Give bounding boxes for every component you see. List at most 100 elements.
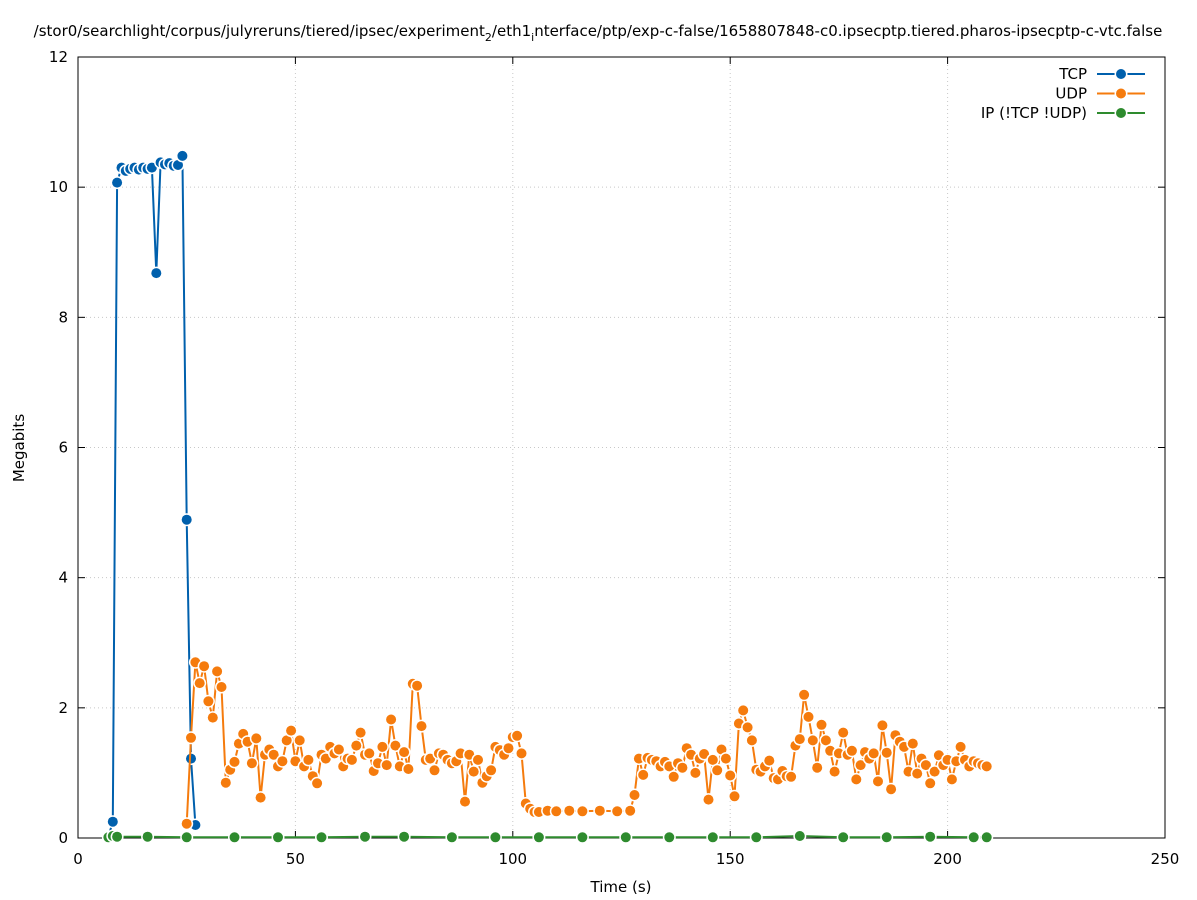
data-point bbox=[316, 832, 327, 843]
data-point bbox=[564, 805, 575, 816]
data-point bbox=[294, 735, 305, 746]
series-line-1 bbox=[185, 662, 987, 824]
data-point bbox=[151, 268, 162, 279]
data-point bbox=[612, 806, 623, 817]
data-point bbox=[929, 766, 940, 777]
data-point bbox=[851, 774, 862, 785]
data-point bbox=[816, 719, 827, 730]
legend-marker-1 bbox=[1116, 88, 1126, 99]
chart-title: /stor0/searchlight/corpus/julyreruns/tie… bbox=[34, 22, 1163, 44]
data-point bbox=[246, 758, 257, 769]
data-point bbox=[855, 760, 866, 771]
data-point bbox=[181, 514, 192, 525]
data-point bbox=[177, 150, 188, 161]
legend-label-0: TCP bbox=[1058, 65, 1087, 83]
data-point bbox=[268, 749, 279, 760]
data-point bbox=[286, 725, 297, 736]
x-tick-label: 50 bbox=[286, 850, 305, 868]
data-point bbox=[677, 762, 688, 773]
data-point bbox=[229, 756, 240, 767]
data-point bbox=[820, 735, 831, 746]
data-point bbox=[981, 832, 992, 843]
data-point bbox=[146, 162, 157, 173]
data-point bbox=[981, 761, 992, 772]
data-point bbox=[620, 832, 631, 843]
data-point bbox=[512, 730, 523, 741]
data-point bbox=[486, 765, 497, 776]
data-point bbox=[764, 755, 775, 766]
chart-title-part3: nterface/ptp/exp-c-false/1658807848-c0.i… bbox=[534, 22, 1162, 40]
data-point bbox=[412, 680, 423, 691]
y-tick-label: 10 bbox=[49, 178, 68, 196]
data-point bbox=[873, 776, 883, 787]
data-point bbox=[712, 765, 723, 776]
chart-title-part2: /eth1 bbox=[492, 22, 531, 40]
data-point bbox=[425, 753, 436, 764]
data-point bbox=[290, 756, 301, 767]
data-point bbox=[838, 727, 849, 738]
data-point bbox=[320, 753, 331, 764]
y-axis-title: Megabits bbox=[10, 414, 28, 482]
data-point bbox=[186, 732, 196, 743]
data-point bbox=[112, 177, 123, 188]
data-point bbox=[664, 832, 675, 843]
data-point bbox=[799, 689, 810, 700]
y-tick-label: 12 bbox=[49, 48, 68, 66]
data-point bbox=[968, 832, 979, 843]
data-point bbox=[490, 832, 501, 843]
x-tick-label: 250 bbox=[1151, 850, 1180, 868]
data-point bbox=[220, 777, 231, 788]
data-point bbox=[446, 832, 457, 843]
data-point bbox=[877, 720, 888, 731]
data-point bbox=[738, 705, 749, 716]
data-point bbox=[207, 712, 218, 723]
chart-title-subscript-1: 2 bbox=[485, 31, 492, 44]
data-point bbox=[533, 832, 544, 843]
y-tick-label: 6 bbox=[58, 439, 68, 457]
data-point bbox=[351, 740, 362, 751]
legend-marker-0 bbox=[1116, 69, 1126, 79]
data-point bbox=[946, 774, 957, 785]
data-point bbox=[933, 750, 944, 761]
x-tick-label: 100 bbox=[498, 850, 527, 868]
data-point bbox=[577, 806, 588, 817]
series-layer bbox=[101, 149, 994, 844]
y-tick-label: 4 bbox=[58, 569, 68, 587]
data-point bbox=[212, 666, 223, 677]
data-point bbox=[577, 832, 588, 843]
series-0 bbox=[101, 149, 202, 844]
y-tick-label: 0 bbox=[58, 829, 68, 847]
data-point bbox=[807, 735, 818, 746]
data-point bbox=[751, 832, 762, 843]
data-point bbox=[416, 721, 427, 732]
data-point bbox=[707, 832, 718, 843]
data-point bbox=[794, 831, 805, 841]
data-point bbox=[399, 831, 410, 842]
chart-title-subscript-2: i bbox=[531, 31, 534, 44]
data-point bbox=[925, 778, 936, 789]
data-point bbox=[142, 831, 153, 842]
data-point bbox=[699, 749, 710, 759]
data-point bbox=[742, 722, 753, 733]
data-point bbox=[173, 160, 183, 170]
data-point bbox=[468, 766, 479, 777]
legend-label-1: UDP bbox=[1055, 85, 1087, 103]
data-point bbox=[868, 748, 879, 759]
y-tick-label: 8 bbox=[58, 308, 68, 326]
data-point bbox=[503, 743, 514, 754]
data-point bbox=[273, 832, 283, 843]
data-point bbox=[403, 764, 414, 774]
data-point bbox=[390, 740, 401, 751]
x-tick-label: 150 bbox=[716, 850, 745, 868]
data-point bbox=[199, 661, 210, 672]
data-point bbox=[668, 771, 679, 782]
data-point bbox=[955, 741, 966, 752]
chart-title-part1: /stor0/searchlight/corpus/julyreruns/tie… bbox=[34, 22, 485, 40]
data-point bbox=[364, 748, 375, 759]
ticks: 0 50 100 150 200 250 0 2 4 6 8 10 12 bbox=[49, 48, 1179, 868]
data-point bbox=[625, 805, 636, 816]
data-point bbox=[794, 734, 805, 745]
series-line-2 bbox=[108, 834, 987, 839]
data-point bbox=[360, 831, 370, 842]
